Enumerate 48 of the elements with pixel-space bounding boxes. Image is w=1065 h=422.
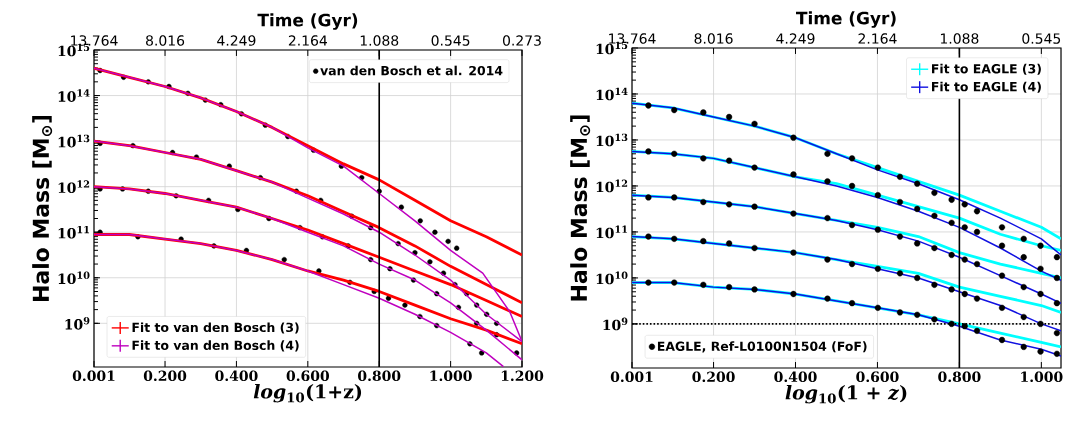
text: 0.545 [431,35,470,46]
x-tick-label: 1.000 [430,370,472,382]
legend-label: Fit to van den Bosch (4) [132,340,299,352]
x-tick-label: 1.000 [1021,371,1063,383]
legend-label: Fit to EAGLE (3) [932,63,1041,75]
y-tick-label: 10$^{14}$ [596,87,628,101]
y-tick-label: 10$^{10}$ [58,271,90,285]
x-tick-label: 0.800 [938,371,981,383]
x-tick-label: 0.400 [215,370,258,382]
text: 1.088 [360,35,399,46]
legend-label: van den Bosch et al. 2014 [320,65,503,76]
y-tick-label: 10$^{12}$ [596,179,628,193]
y-tick-label: 10$^{14}$ [58,89,90,102]
x-tick-label: 0.600 [286,370,330,382]
text: 0.545 [1022,33,1061,44]
x-tick-label: 0.600 [856,371,899,383]
text: 4.249 [776,33,815,44]
y-tick-label: 10$^{13}$ [58,134,90,148]
x2-axis-title: Time (Gyr) [257,13,358,30]
y-tick-label: 10$^{12}$ [58,180,90,193]
x-tick-label: 0.001 [610,371,653,383]
legend-label: EAGLE, Ref-L0100N1504 (FoF) [657,341,867,353]
text: 1.088 [940,33,979,44]
x-tick-label: 0.200 [692,371,735,383]
y-tick-label: 10$^{10}$ [596,271,628,285]
legend-label: Fit to van den Bosch (3) [132,322,299,334]
y-tick-label: 10$^{11}$ [58,225,90,239]
legend-label: Fit to EAGLE (4) [932,81,1041,93]
y-tick-label: 10$^{9}$ [65,317,90,330]
text: 0.273 [502,35,541,46]
text: 4.249 [217,35,256,46]
y-tick-label: 10$^{9}$ [603,317,628,331]
x2-axis-title: Time (Gyr) [796,11,896,28]
y-axis-title: Halo Mass [M$_{⊙}$] [32,115,53,301]
text: 2.164 [858,33,897,44]
x-tick-label: 1.200 [501,370,544,382]
x-tick-label: 0.001 [72,370,115,382]
text: 2.164 [288,35,327,46]
y-tick-label: 10$^{13}$ [596,133,628,147]
text: 8.016 [694,33,733,44]
y-axis-title: Halo Mass [M$_{⊙}$] [570,115,591,301]
x-axis-title: log$_{10}$(1+z) [253,383,362,403]
x-tick-label: 0.400 [774,371,817,383]
text: 8.016 [146,35,185,46]
x-axis-title: log$_{10}$(1 + z) [785,384,907,404]
x-tick-label: 0.800 [358,370,401,382]
y-tick-label: 10$^{11}$ [596,225,628,239]
x-tick-label: 0.200 [143,370,187,382]
